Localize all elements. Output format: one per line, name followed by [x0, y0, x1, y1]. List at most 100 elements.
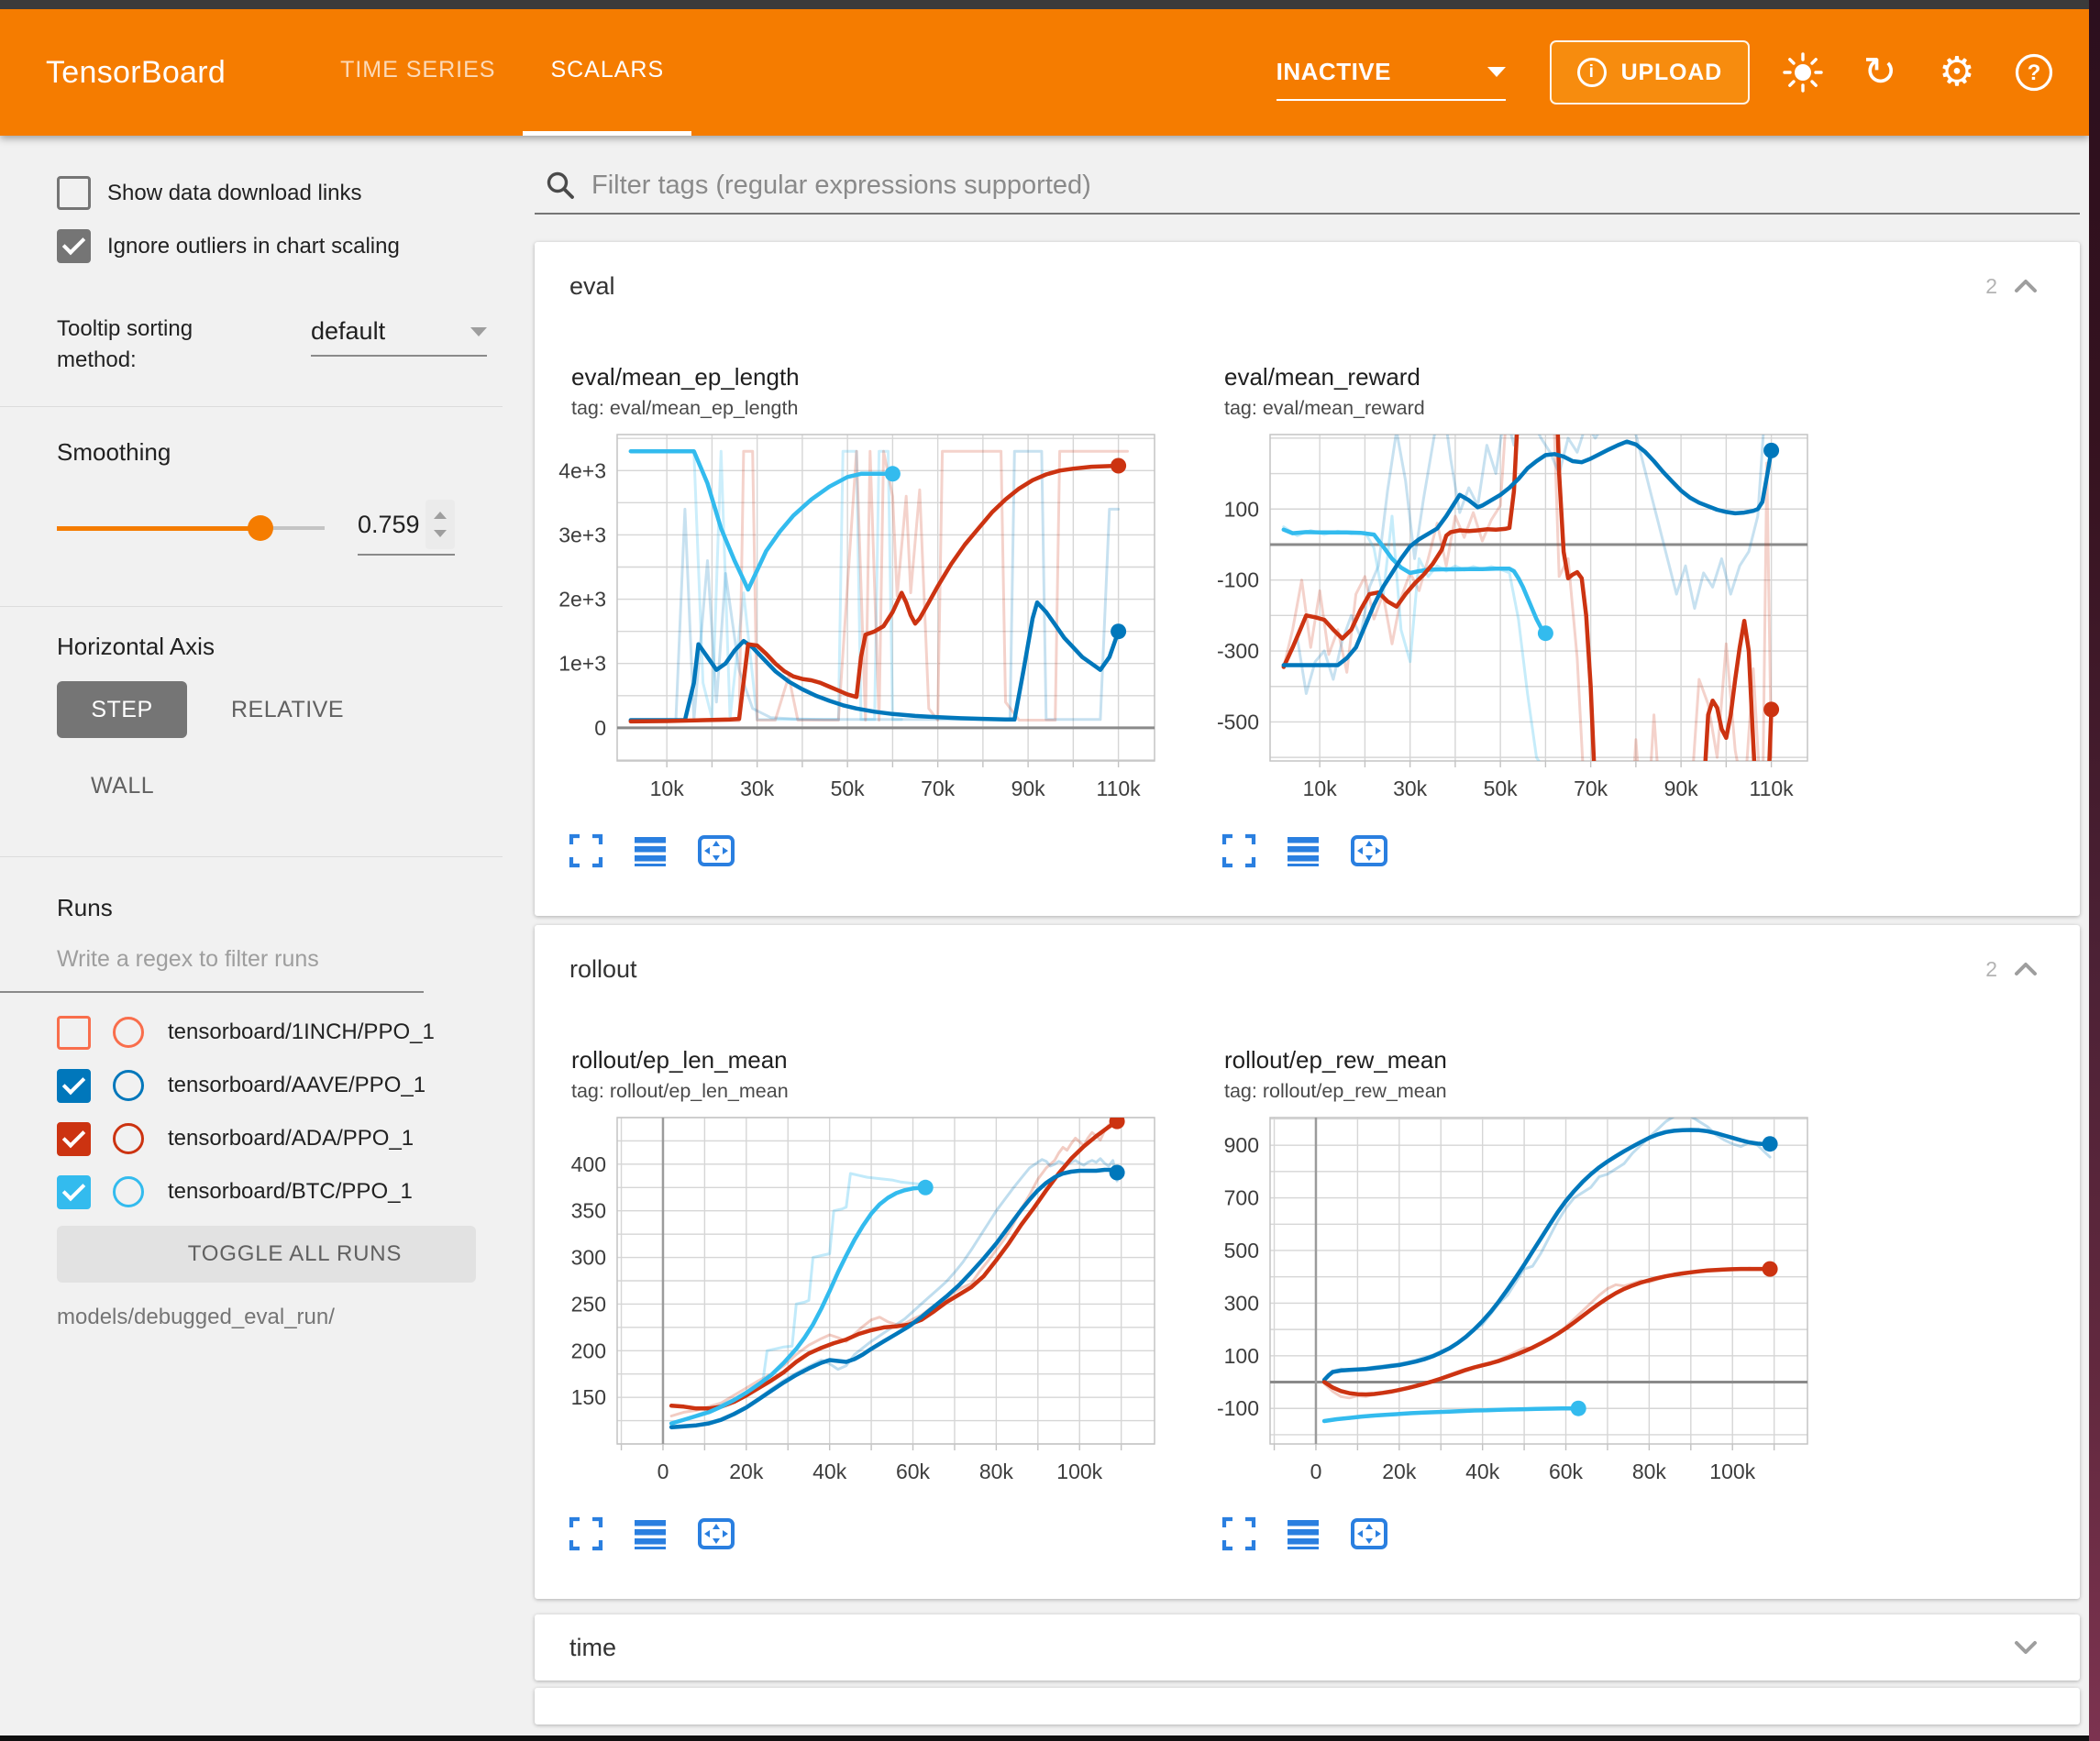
chevron-down-icon — [470, 327, 487, 336]
run-row-aave[interactable]: tensorboard/AAVE/PPO_1 — [0, 1059, 503, 1112]
section-name: time — [569, 1634, 616, 1662]
main-tabs: TIME SERIES SCALARS — [313, 9, 691, 136]
stepper-up-icon[interactable] — [434, 512, 447, 519]
svg-text:100: 100 — [1224, 1344, 1259, 1368]
expand-chart-icon[interactable] — [568, 1515, 604, 1552]
section-card-rollout: rollout 2 rollout/ep_len_mean tag: rollo… — [535, 925, 2080, 1599]
chart-canvas-rollout-ep-len-mean[interactable]: 020k40k60k80k100k150200250300350400 — [555, 1114, 1160, 1495]
chart-panel-rollout-ep-rew-mean: rollout/ep_rew_mean tag: rollout/ep_rew_… — [1208, 1037, 1861, 1554]
stepper-down-icon[interactable] — [434, 530, 447, 537]
chart-canvas-rollout-ep-rew-mean[interactable]: 020k40k60k80k100k900700500300100-100 — [1208, 1114, 1813, 1495]
axis-wall-button[interactable]: WALL — [34, 773, 503, 799]
run-checkbox[interactable] — [57, 1069, 91, 1103]
chart-tag: tag: rollout/ep_len_mean — [571, 1080, 1208, 1103]
fit-domain-icon[interactable] — [1349, 1515, 1389, 1552]
status-dropdown[interactable]: INACTIVE — [1277, 58, 1506, 101]
show-download-links-label: Show data download links — [107, 181, 362, 206]
search-icon — [544, 169, 577, 202]
run-checkbox[interactable] — [57, 1175, 91, 1209]
toggle-y-axis-icon[interactable] — [632, 832, 669, 869]
reload-data-button[interactable]: ↻ — [1856, 49, 1904, 96]
svg-text:50k: 50k — [1484, 777, 1519, 800]
expand-chart-icon[interactable] — [568, 832, 604, 869]
section-header-rollout[interactable]: rollout 2 — [535, 925, 2080, 1013]
upload-button-label: UPLOAD — [1621, 60, 1722, 86]
section-card-eval: eval 2 eval/mean_ep_length tag: eval/mea… — [535, 242, 2080, 916]
svg-text:200: 200 — [571, 1339, 606, 1362]
svg-text:2e+3: 2e+3 — [558, 588, 606, 612]
svg-text:300: 300 — [1224, 1291, 1259, 1315]
axis-relative-button[interactable]: RELATIVE — [231, 697, 344, 723]
show-download-links-row[interactable]: Show data download links — [0, 176, 503, 210]
toggle-y-axis-icon[interactable] — [632, 1515, 669, 1552]
section-count-badge: 2 — [1985, 957, 1997, 982]
chevron-up-icon[interactable] — [2012, 960, 2039, 978]
ignore-outliers-label: Ignore outliers in chart scaling — [107, 234, 400, 259]
svg-text:150: 150 — [571, 1385, 606, 1409]
settings-button[interactable]: ⚙ — [1933, 49, 1981, 96]
tooltip-sorting-select[interactable]: default — [311, 317, 487, 357]
svg-text:20k: 20k — [729, 1460, 764, 1483]
upload-button[interactable]: i UPLOAD — [1550, 40, 1750, 105]
svg-text:0: 0 — [658, 1460, 669, 1483]
chart-title: eval/mean_reward — [1224, 363, 1861, 391]
section-header-time[interactable]: time — [535, 1614, 2080, 1680]
svg-text:90k: 90k — [1664, 777, 1699, 800]
brightness-toggle-button[interactable] — [1779, 49, 1827, 96]
chevron-up-icon[interactable] — [2012, 277, 2039, 295]
chart-canvas-eval-mean-ep-length[interactable]: 10k30k50k70k90k110k01e+32e+33e+34e+3 — [555, 431, 1160, 812]
svg-text:-500: -500 — [1217, 710, 1259, 733]
smoothing-value-field[interactable]: 0.759 — [358, 500, 455, 556]
axis-step-button[interactable]: STEP — [57, 681, 187, 738]
window-bottom-edge — [0, 1735, 2089, 1741]
chart-canvas-eval-mean-reward[interactable]: 10k30k50k70k90k110k100-100-300-500 — [1208, 431, 1813, 812]
svg-text:100k: 100k — [1709, 1460, 1755, 1483]
status-dropdown-value: INACTIVE — [1277, 58, 1391, 86]
chevron-down-icon[interactable] — [2012, 1638, 2039, 1657]
runs-filter-input[interactable]: Write a regex to filter runs — [0, 946, 424, 993]
run-color-ring-icon — [113, 1070, 144, 1101]
expand-chart-icon[interactable] — [1221, 1515, 1257, 1552]
run-checkbox[interactable] — [57, 1016, 91, 1050]
help-button[interactable]: ? — [2010, 49, 2058, 96]
expand-chart-icon[interactable] — [1221, 832, 1257, 869]
svg-text:30k: 30k — [740, 777, 775, 800]
show-download-links-checkbox[interactable] — [57, 176, 91, 210]
svg-text:40k: 40k — [812, 1460, 847, 1483]
svg-text:400: 400 — [571, 1152, 606, 1176]
tab-scalars[interactable]: SCALARS — [523, 9, 691, 136]
svg-text:500: 500 — [1224, 1239, 1259, 1262]
settings-sidebar: Show data download links Ignore outliers… — [0, 136, 503, 1735]
fit-domain-icon[interactable] — [696, 832, 736, 869]
svg-text:60k: 60k — [896, 1460, 931, 1483]
svg-text:30k: 30k — [1393, 777, 1428, 800]
run-row-ada[interactable]: tensorboard/ADA/PPO_1 — [0, 1112, 503, 1165]
filter-tags-placeholder: Filter tags (regular expressions support… — [591, 171, 1091, 201]
run-row-btc[interactable]: tensorboard/BTC/PPO_1 — [0, 1165, 503, 1218]
ignore-outliers-row[interactable]: Ignore outliers in chart scaling — [0, 229, 503, 263]
smoothing-slider[interactable] — [57, 514, 325, 542]
svg-text:60k: 60k — [1549, 1460, 1584, 1483]
filter-tags-field[interactable]: Filter tags (regular expressions support… — [535, 169, 2080, 215]
toggle-y-axis-icon[interactable] — [1285, 1515, 1321, 1552]
run-row-1inch[interactable]: tensorboard/1INCH/PPO_1 — [0, 1006, 503, 1059]
app-header: TensorBoard TIME SERIES SCALARS INACTIVE… — [0, 9, 2089, 136]
fit-domain-icon[interactable] — [696, 1515, 736, 1552]
ignore-outliers-checkbox[interactable] — [57, 229, 91, 263]
smoothing-stepper[interactable] — [426, 500, 455, 549]
svg-text:300: 300 — [571, 1246, 606, 1270]
tab-time-series[interactable]: TIME SERIES — [313, 9, 523, 136]
run-checkbox[interactable] — [57, 1122, 91, 1156]
svg-text:50k: 50k — [831, 777, 866, 800]
chart-tag: tag: eval/mean_reward — [1224, 397, 1861, 420]
fit-domain-icon[interactable] — [1349, 832, 1389, 869]
gear-icon: ⚙ — [1939, 52, 1974, 93]
run-name: tensorboard/AAVE/PPO_1 — [168, 1073, 426, 1098]
toggle-y-axis-icon[interactable] — [1285, 832, 1321, 869]
svg-text:10k: 10k — [650, 777, 685, 800]
svg-text:3e+3: 3e+3 — [558, 523, 606, 546]
help-icon: ? — [2013, 51, 2055, 94]
slider-thumb[interactable] — [248, 515, 273, 541]
section-header-eval[interactable]: eval 2 — [535, 242, 2080, 330]
toggle-all-runs-button[interactable]: TOGGLE ALL RUNS — [57, 1226, 476, 1283]
